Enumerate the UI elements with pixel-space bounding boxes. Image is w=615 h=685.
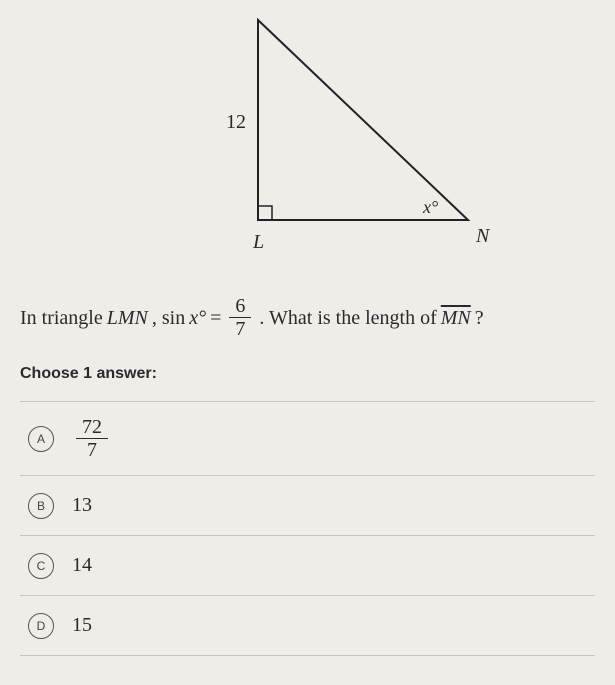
q-frac-den: 7 — [229, 318, 251, 340]
triangle-svg: 12 L Nx° — [98, 10, 518, 260]
answer-value: 14 — [72, 554, 92, 577]
answer-choice-a[interactable]: A 727 — [20, 402, 595, 476]
answer-list: A 727 B 13 C 14 D 15 — [20, 401, 595, 656]
answer-value: 727 — [72, 416, 112, 461]
svg-text:N: N — [475, 225, 491, 247]
svg-text:L: L — [252, 231, 264, 253]
radio-icon: C — [28, 553, 54, 579]
triangle-diagram: 12 L Nx° — [20, 10, 595, 275]
q-fraction: 6 7 — [229, 295, 251, 340]
q-angle-var: x° — [189, 303, 206, 333]
q-suffix: ? — [475, 303, 484, 333]
q-equals: = — [210, 303, 221, 333]
q-segment: MN — [441, 303, 471, 333]
q-triangle-name: LMN — [107, 303, 148, 333]
question-text: In triangle LMN , sin x° = 6 7 . What is… — [20, 295, 595, 340]
q-sin: , sin — [152, 303, 185, 333]
svg-text:12: 12 — [226, 111, 246, 133]
q-frac-num: 6 — [229, 295, 251, 318]
q-after-frac: . What is the length of — [259, 303, 436, 333]
answer-choice-d[interactable]: D 15 — [20, 596, 595, 656]
q-prefix: In triangle — [20, 303, 103, 333]
answer-choice-b[interactable]: B 13 — [20, 476, 595, 536]
svg-text:x°: x° — [422, 197, 438, 217]
radio-icon: D — [28, 613, 54, 639]
choose-one-label: Choose 1 answer: — [20, 365, 595, 383]
answer-value: 15 — [72, 614, 92, 637]
radio-icon: B — [28, 493, 54, 519]
radio-icon: A — [28, 426, 54, 452]
answer-value: 13 — [72, 494, 92, 517]
answer-choice-c[interactable]: C 14 — [20, 536, 595, 596]
page-container: 12 L Nx° In triangle LMN , sin x° = 6 7 . … — [0, 0, 615, 666]
